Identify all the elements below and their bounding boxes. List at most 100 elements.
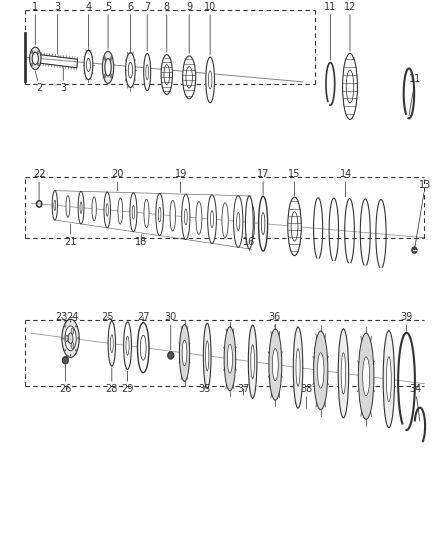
Ellipse shape <box>32 52 39 64</box>
Ellipse shape <box>68 333 73 344</box>
Text: 6: 6 <box>127 2 134 50</box>
Ellipse shape <box>138 322 149 373</box>
Ellipse shape <box>211 211 214 228</box>
Text: 4: 4 <box>85 2 92 47</box>
Ellipse shape <box>338 329 349 418</box>
Text: 7: 7 <box>144 2 150 51</box>
Text: 11: 11 <box>324 2 336 60</box>
Ellipse shape <box>314 331 328 410</box>
Text: 28: 28 <box>106 368 118 394</box>
Ellipse shape <box>182 194 190 239</box>
Ellipse shape <box>65 326 66 327</box>
Ellipse shape <box>65 335 68 341</box>
Text: 9: 9 <box>186 2 192 53</box>
Ellipse shape <box>180 325 190 381</box>
Ellipse shape <box>272 349 278 381</box>
Circle shape <box>412 247 417 253</box>
Text: 37: 37 <box>237 384 250 395</box>
Ellipse shape <box>32 51 33 53</box>
Ellipse shape <box>208 71 212 89</box>
Text: 24: 24 <box>67 312 79 322</box>
Text: 3: 3 <box>60 68 66 93</box>
Ellipse shape <box>182 340 187 366</box>
Ellipse shape <box>126 336 129 355</box>
Text: 13: 13 <box>414 180 431 250</box>
Ellipse shape <box>227 344 233 373</box>
Ellipse shape <box>104 192 110 228</box>
Ellipse shape <box>54 200 56 211</box>
Ellipse shape <box>222 203 228 238</box>
Circle shape <box>62 357 68 364</box>
Ellipse shape <box>186 67 192 88</box>
Text: 14: 14 <box>339 169 352 197</box>
Text: 34: 34 <box>410 384 422 421</box>
Text: 1: 1 <box>32 2 39 45</box>
Ellipse shape <box>128 62 133 78</box>
Ellipse shape <box>237 212 240 230</box>
Ellipse shape <box>161 55 173 94</box>
Ellipse shape <box>386 357 391 402</box>
Text: 30: 30 <box>165 312 177 350</box>
Ellipse shape <box>104 56 106 60</box>
Ellipse shape <box>126 53 135 87</box>
Ellipse shape <box>144 53 151 91</box>
Ellipse shape <box>170 200 176 231</box>
Ellipse shape <box>108 321 116 366</box>
Text: 18: 18 <box>135 235 148 247</box>
Ellipse shape <box>140 335 146 360</box>
Text: 36: 36 <box>269 312 281 327</box>
Text: 8: 8 <box>164 2 170 52</box>
Ellipse shape <box>233 196 243 247</box>
Text: 27: 27 <box>137 312 149 322</box>
Ellipse shape <box>106 204 108 216</box>
Ellipse shape <box>245 196 253 249</box>
Ellipse shape <box>38 51 39 53</box>
Ellipse shape <box>80 202 82 213</box>
Text: 2: 2 <box>35 71 43 93</box>
Ellipse shape <box>293 327 303 408</box>
Ellipse shape <box>66 196 70 217</box>
Ellipse shape <box>196 201 202 235</box>
Ellipse shape <box>269 329 282 400</box>
Ellipse shape <box>184 209 187 225</box>
Ellipse shape <box>62 319 79 358</box>
Ellipse shape <box>84 50 93 79</box>
Ellipse shape <box>105 59 111 76</box>
Text: 25: 25 <box>101 312 114 322</box>
Ellipse shape <box>71 343 74 349</box>
Ellipse shape <box>30 47 41 69</box>
Text: 20: 20 <box>112 169 124 191</box>
Text: 11: 11 <box>409 74 422 116</box>
Text: 15: 15 <box>288 169 301 196</box>
Ellipse shape <box>78 191 84 224</box>
Ellipse shape <box>248 325 257 398</box>
Ellipse shape <box>146 64 148 79</box>
Ellipse shape <box>291 212 298 241</box>
Text: 19: 19 <box>174 169 187 192</box>
Text: 5: 5 <box>105 2 111 49</box>
Ellipse shape <box>110 74 112 78</box>
Ellipse shape <box>104 74 106 78</box>
Ellipse shape <box>110 56 112 60</box>
Ellipse shape <box>32 63 33 66</box>
Ellipse shape <box>65 326 76 351</box>
Ellipse shape <box>65 350 66 351</box>
Ellipse shape <box>183 56 196 99</box>
Text: 29: 29 <box>121 371 134 394</box>
Ellipse shape <box>203 324 211 389</box>
Ellipse shape <box>110 335 113 353</box>
Ellipse shape <box>164 64 170 85</box>
Ellipse shape <box>358 333 374 419</box>
Ellipse shape <box>383 330 395 427</box>
Ellipse shape <box>288 197 301 256</box>
Ellipse shape <box>251 345 254 378</box>
Ellipse shape <box>86 58 90 71</box>
Text: 35: 35 <box>198 384 210 394</box>
Ellipse shape <box>224 327 236 391</box>
Ellipse shape <box>206 57 215 103</box>
Text: 38: 38 <box>300 384 312 408</box>
Ellipse shape <box>261 213 265 235</box>
Ellipse shape <box>363 357 370 395</box>
Ellipse shape <box>70 321 71 322</box>
Text: 39: 39 <box>400 312 413 331</box>
